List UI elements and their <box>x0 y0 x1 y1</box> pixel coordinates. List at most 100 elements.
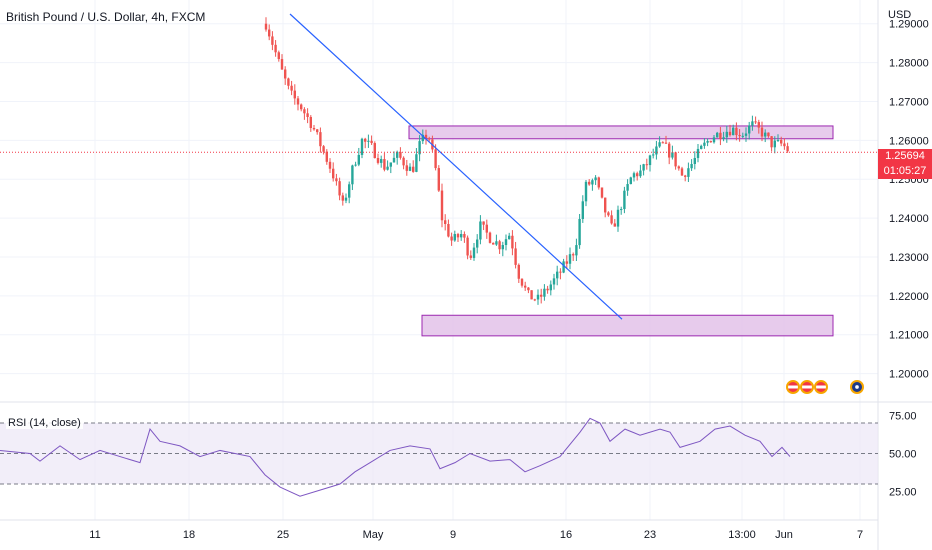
candle-body <box>604 197 607 213</box>
us-flag-icon[interactable] <box>786 380 800 394</box>
candle-body <box>501 245 504 250</box>
candle-body <box>668 143 671 158</box>
candle-body <box>373 143 376 159</box>
candle-body <box>300 104 303 110</box>
candle-body <box>309 116 312 128</box>
candle-body <box>277 52 280 60</box>
candle-body <box>514 248 517 265</box>
price-axis-label: 1.28000 <box>889 58 929 70</box>
price-axis-label: 1.26000 <box>889 135 929 147</box>
candle-body <box>562 261 565 273</box>
candle-body <box>575 245 578 256</box>
candle-body <box>527 287 530 291</box>
candle-body <box>709 141 712 143</box>
candle-body <box>293 90 296 99</box>
us-flag-icon[interactable] <box>814 380 828 394</box>
candle-body <box>444 220 447 224</box>
candle-body <box>456 234 460 238</box>
candle-body <box>591 180 594 185</box>
candle-body <box>399 151 402 158</box>
candle-body <box>706 141 709 143</box>
price-axis-label: 1.22000 <box>889 291 929 303</box>
candle-body <box>581 201 584 219</box>
candle-body <box>328 161 332 169</box>
price-axis-label: 1.23000 <box>889 252 929 264</box>
us-flag-icon[interactable] <box>800 380 814 394</box>
candle-body <box>655 146 658 155</box>
candle-body <box>351 165 354 185</box>
candle-body <box>530 290 533 300</box>
candle-body <box>690 163 693 169</box>
candle-body <box>488 232 492 243</box>
candle-body <box>389 162 392 167</box>
candle-body <box>280 59 284 70</box>
candle-body <box>552 278 556 285</box>
support-zone <box>421 314 834 337</box>
candle-body <box>616 209 620 227</box>
candle-body <box>639 170 642 177</box>
candle-body <box>533 299 536 301</box>
candle-body <box>664 142 668 144</box>
candle-body <box>629 177 632 185</box>
candle-body <box>735 127 738 136</box>
candle-body <box>498 241 501 250</box>
candle-body <box>290 85 293 91</box>
rsi-line <box>0 417 791 497</box>
candle-body <box>492 242 495 245</box>
candle-body <box>620 209 623 211</box>
trendline <box>289 13 623 320</box>
candle-body <box>732 127 735 136</box>
candle-body <box>392 157 396 163</box>
candle-body <box>408 166 412 171</box>
candle-body <box>306 113 309 117</box>
candle-body <box>338 181 341 196</box>
candle-body <box>418 141 421 155</box>
candle-body <box>271 36 274 45</box>
candle-body <box>543 288 546 297</box>
candle-body <box>348 184 351 198</box>
candle-body <box>274 44 277 53</box>
candle-body <box>696 148 700 158</box>
candle-body <box>466 237 469 256</box>
candle-body <box>504 239 508 246</box>
candle-body <box>341 195 344 201</box>
price-axis-label: 1.24000 <box>889 213 929 225</box>
time-axis-label: 7 <box>857 529 863 541</box>
candle-body <box>671 152 674 158</box>
candle-body <box>520 278 524 286</box>
rsi-band <box>0 423 878 484</box>
candle-body <box>760 127 764 137</box>
candle-body <box>728 131 732 136</box>
candle-body <box>508 235 511 240</box>
candle-body <box>540 294 543 297</box>
price-axis-label: 1.29000 <box>889 19 929 31</box>
rsi-indicator-label[interactable]: RSI (14, close) <box>6 417 83 429</box>
candle-body <box>479 221 482 240</box>
candle-body <box>626 184 629 191</box>
candle-body <box>722 137 725 139</box>
candle-body <box>764 132 767 137</box>
time-axis-label: 13:00 <box>728 529 756 541</box>
currency-label: USD <box>888 9 912 21</box>
gb-flag-icon[interactable] <box>850 380 864 394</box>
time-axis-label: Jun <box>775 529 793 541</box>
candle-body <box>386 166 389 170</box>
candle-body <box>687 168 690 177</box>
candle-body <box>751 121 754 126</box>
candle-body <box>447 223 450 237</box>
bar-countdown: 01:05:27 <box>878 164 932 179</box>
candle-body <box>780 139 783 144</box>
candle-body <box>642 164 645 171</box>
candle-body <box>700 145 703 149</box>
candle-body <box>335 178 338 182</box>
symbol-title[interactable]: British Pound / U.S. Dollar, 4h, FXCM <box>6 10 206 24</box>
candle-body <box>485 224 488 233</box>
candle-body <box>693 157 696 164</box>
candle-body <box>364 138 367 142</box>
price-axis-label: 1.27000 <box>889 96 929 108</box>
candle-body <box>517 264 520 279</box>
candle-body <box>354 164 357 166</box>
candle-body <box>645 164 648 166</box>
